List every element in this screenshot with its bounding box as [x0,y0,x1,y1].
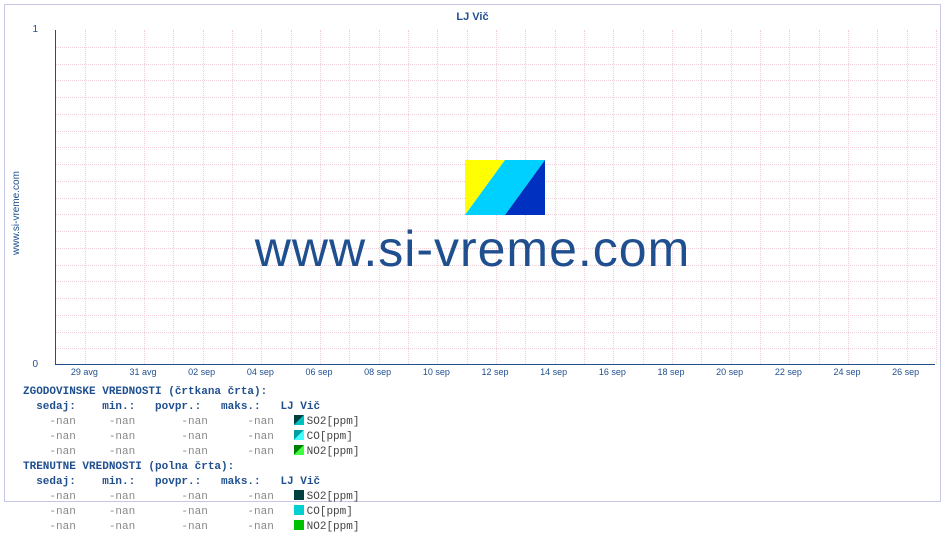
legend-series-label: NO2[ppm] [307,521,360,533]
legend-hist-header: ZGODOVINSKE VREDNOSTI (črtkana črta): [23,385,359,400]
grid-line-v [701,30,702,364]
grid-line-v [584,30,585,364]
grid-line-v [261,30,262,364]
x-tick-label: 02 sep [188,367,215,377]
grid-line-v [349,30,350,364]
legend-swatch-icon [294,490,304,500]
chart-title: LJ Vič [5,11,940,23]
grid-line-v [789,30,790,364]
grid-line-v [232,30,233,364]
grid-line-v [877,30,878,364]
grid-line-v [848,30,849,364]
legend-series-label: SO2[ppm] [307,416,360,428]
grid-line-v [760,30,761,364]
legend-swatch-icon [294,430,304,440]
legend-row: -nan -nan -nan -nan CO[ppm] [23,430,359,445]
grid-line-v [613,30,614,364]
legend-columns: sedaj: min.: povpr.: maks.: LJ Vič [23,475,359,490]
grid-line-v [819,30,820,364]
x-tick-label: 10 sep [423,367,450,377]
watermark-text: www.si-vreme.com [5,220,940,278]
x-tick-label: 06 sep [305,367,332,377]
y-tick-label: 0 [0,359,38,370]
legend-series-label: SO2[ppm] [307,491,360,503]
legend-row: -nan -nan -nan -nan NO2[ppm] [23,520,359,535]
grid-line-v [437,30,438,364]
grid-line-v [672,30,673,364]
grid-line-v [907,30,908,364]
legend: ZGODOVINSKE VREDNOSTI (črtkana črta): se… [23,385,359,535]
legend-series-label: CO[ppm] [307,431,353,443]
x-tick-label: 14 sep [540,367,567,377]
grid-line-v [85,30,86,364]
legend-columns: sedaj: min.: povpr.: maks.: LJ Vič [23,400,359,415]
grid-line-v [291,30,292,364]
x-tick-label: 04 sep [247,367,274,377]
legend-row: -nan -nan -nan -nan SO2[ppm] [23,415,359,430]
grid-line-v [144,30,145,364]
y-tick-label: 1 [0,24,38,35]
site-logo-icon [465,160,545,215]
legend-swatch-icon [294,505,304,515]
grid-line-v [173,30,174,364]
x-tick-label: 22 sep [775,367,802,377]
grid-line-v [936,30,937,364]
grid-line-v [555,30,556,364]
grid-line-v [408,30,409,364]
legend-curr-header: TRENUTNE VREDNOSTI (polna črta): [23,460,359,475]
legend-swatch-icon [294,520,304,530]
legend-swatch-icon [294,415,304,425]
grid-line-v [379,30,380,364]
x-tick-label: 31 avg [129,367,156,377]
grid-line-v [320,30,321,364]
legend-series-label: NO2[ppm] [307,446,360,458]
x-tick-label: 18 sep [657,367,684,377]
grid-line-v [203,30,204,364]
legend-swatch-icon [294,445,304,455]
legend-row: -nan -nan -nan -nan CO[ppm] [23,505,359,520]
x-tick-label: 26 sep [892,367,919,377]
grid-line-v [115,30,116,364]
x-tick-label: 08 sep [364,367,391,377]
chart-frame: www.si-vreme.com LJ Vič 01 29 avg31 avg0… [4,4,941,502]
x-tick-label: 20 sep [716,367,743,377]
x-tick-label: 24 sep [833,367,860,377]
x-tick-label: 16 sep [599,367,626,377]
grid-line-v [731,30,732,364]
x-tick-label: 12 sep [481,367,508,377]
legend-row: -nan -nan -nan -nan SO2[ppm] [23,490,359,505]
x-tick-label: 29 avg [71,367,98,377]
grid-line-v [643,30,644,364]
legend-row: -nan -nan -nan -nan NO2[ppm] [23,445,359,460]
